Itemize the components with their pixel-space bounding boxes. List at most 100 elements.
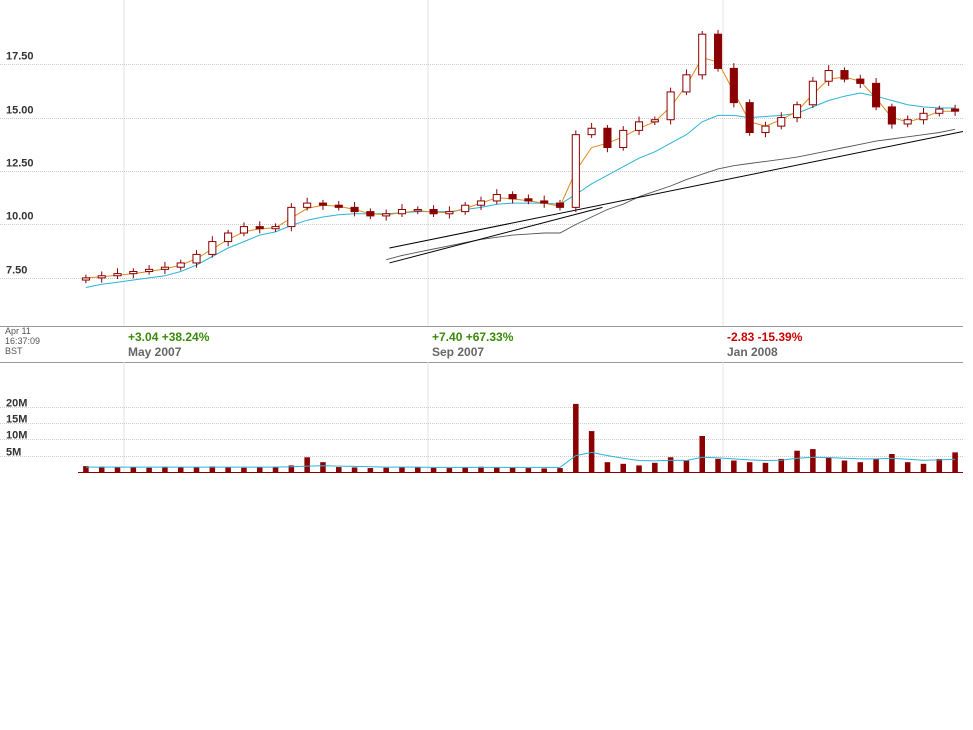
candle-body bbox=[856, 78, 865, 84]
volume-bar-layer bbox=[78, 403, 963, 473]
period-block-sep-2007: +7.40 +67.33% Sep 2007 bbox=[432, 330, 513, 360]
candle-body bbox=[587, 127, 596, 136]
volume-bar bbox=[541, 468, 547, 472]
volume-bar bbox=[83, 466, 89, 472]
volume-tick-label: 5M bbox=[6, 447, 21, 459]
candle-body bbox=[840, 70, 849, 80]
volume-bar bbox=[367, 468, 374, 472]
period-block-jan-2008: -2.83 -15.39% Jan 2008 bbox=[727, 330, 802, 360]
timestamp-date: Apr 11 bbox=[5, 326, 31, 336]
volume-bar bbox=[462, 467, 468, 472]
volume-bar bbox=[667, 457, 674, 472]
candle-body bbox=[350, 206, 359, 213]
price-tick-label: 15.00 bbox=[6, 105, 34, 117]
candle-body bbox=[571, 134, 580, 208]
candle-body bbox=[682, 74, 691, 93]
volume-bar bbox=[351, 467, 358, 472]
volume-bar bbox=[936, 458, 943, 472]
candle-body bbox=[318, 202, 328, 206]
volume-bar bbox=[810, 449, 816, 472]
volume-bar bbox=[494, 467, 500, 472]
volume-bar bbox=[304, 457, 310, 472]
candle-body bbox=[603, 127, 612, 149]
volume-grid bbox=[0, 362, 963, 472]
trendline bbox=[389, 206, 603, 264]
volume-bar bbox=[841, 460, 848, 472]
volume-bar bbox=[746, 462, 753, 472]
candle-body bbox=[619, 129, 628, 149]
period-change: -2.83 -15.39% bbox=[727, 330, 803, 344]
volume-bar bbox=[399, 467, 405, 472]
volume-bar bbox=[415, 467, 421, 472]
candle-body bbox=[713, 33, 723, 69]
candle-body bbox=[208, 241, 217, 255]
candle-body bbox=[192, 253, 201, 264]
candle-body bbox=[97, 275, 106, 279]
volume-tick-label: 20M bbox=[6, 398, 27, 410]
candle-body bbox=[919, 112, 928, 121]
volume-bar bbox=[525, 468, 532, 472]
volume-tick-label: 10M bbox=[6, 430, 27, 442]
candle-body bbox=[666, 91, 675, 121]
candle-body bbox=[729, 67, 738, 104]
volume-axis-labels: 5M 10M 15M 20M bbox=[6, 398, 27, 459]
volume-bar bbox=[920, 463, 927, 472]
volume-bar bbox=[256, 467, 263, 472]
volume-bar bbox=[177, 467, 184, 472]
candle-body bbox=[113, 273, 122, 277]
volume-bar bbox=[193, 467, 200, 472]
volume-bar bbox=[98, 466, 105, 472]
ma-long-line bbox=[85, 92, 956, 288]
candle-body bbox=[176, 262, 185, 268]
volume-bar bbox=[288, 465, 295, 472]
candle-body bbox=[903, 119, 912, 125]
price-grid bbox=[0, 0, 963, 326]
volume-bar bbox=[114, 467, 121, 472]
candle-body bbox=[160, 266, 169, 270]
candle-body bbox=[808, 80, 817, 106]
candle-body bbox=[872, 82, 881, 108]
candle-body bbox=[650, 119, 659, 123]
candle-body bbox=[745, 102, 754, 134]
period-label: Jan 2008 bbox=[727, 345, 778, 359]
volume-bar bbox=[478, 466, 484, 472]
candle-body bbox=[129, 270, 138, 275]
volume-bar bbox=[873, 458, 879, 472]
volume-bar bbox=[446, 468, 453, 472]
candle-body bbox=[366, 211, 375, 217]
timestamp-zone: BST bbox=[5, 346, 23, 356]
ma-200-line bbox=[386, 128, 956, 261]
volume-average-layer bbox=[85, 451, 956, 468]
period-change: +3.04 +38.24% bbox=[128, 330, 210, 344]
candle-body bbox=[793, 104, 802, 119]
candle-body bbox=[461, 204, 470, 213]
ma-200-layer bbox=[386, 128, 956, 261]
volume-bar bbox=[225, 467, 231, 472]
volume-bar bbox=[509, 467, 516, 472]
volume-tick-label: 15M bbox=[6, 414, 27, 426]
trendline-layer bbox=[389, 130, 964, 264]
volume-bar bbox=[889, 454, 895, 472]
candle-body bbox=[698, 33, 707, 76]
volume-bar bbox=[272, 466, 279, 472]
volume-bar bbox=[162, 466, 168, 472]
candle-body bbox=[824, 70, 833, 82]
candle-body bbox=[255, 226, 264, 230]
candle-body bbox=[935, 108, 944, 114]
candle-body bbox=[476, 200, 486, 206]
volume-bar bbox=[762, 462, 769, 472]
timestamp-time: 16:37:09 bbox=[5, 336, 41, 346]
candle-body bbox=[508, 194, 517, 200]
volume-bar bbox=[557, 468, 563, 472]
candle-body bbox=[951, 108, 960, 112]
price-tick-label: 17.50 bbox=[6, 51, 34, 63]
volume-bar bbox=[430, 467, 437, 472]
candle-body bbox=[524, 198, 533, 202]
candle-body bbox=[397, 208, 407, 215]
candle-body bbox=[382, 213, 391, 217]
volume-bar bbox=[731, 460, 737, 472]
volume-bar bbox=[620, 463, 626, 472]
volume-bar bbox=[794, 450, 800, 472]
